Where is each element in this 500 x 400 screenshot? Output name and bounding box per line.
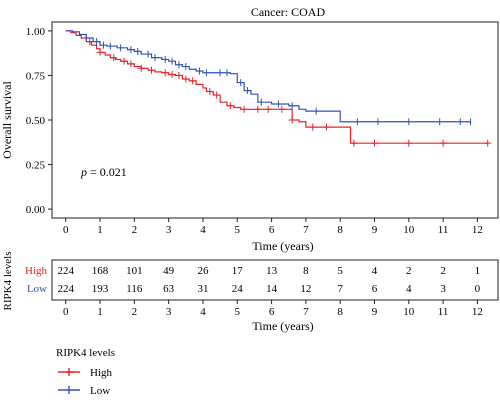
risk-cell-low-10: 4 [406,283,412,295]
risk-x-tick-label-6: 6 [269,306,275,318]
x-tick-label-9: 9 [372,224,378,236]
p-value-label: p [80,165,87,179]
risk-x-axis-label: Time (years) [252,319,313,333]
km-curve-high [65,30,488,144]
risk-cell-low-7: 12 [300,283,311,295]
x-axis-label: Time (years) [252,239,313,253]
risk-x-tick-label-5: 5 [235,306,241,318]
risk-cell-low-6: 14 [266,283,278,295]
risk-cell-high-1: 168 [92,265,109,277]
risk-cell-low-12: 0 [475,283,481,295]
p-value-text: = 0.021 [87,165,127,179]
risk-x-tick-label-2: 2 [132,306,138,318]
risk-table-title: RIPK4 levels [2,252,14,311]
risk-x-tick-label-12: 12 [472,306,483,318]
series-layer [65,30,492,147]
x-tick-label-11: 11 [438,224,449,236]
risk-cell-high-11: 2 [440,265,446,277]
risk-cell-low-3: 63 [163,283,175,295]
km-curve-low [65,30,471,123]
risk-cell-high-7: 8 [303,265,309,277]
x-tick-label-3: 3 [166,224,172,236]
risk-x-axis: 0 1 2 3 4 5 6 7 8 9 10 11 12 [63,300,483,318]
x-tick-label-8: 8 [337,224,343,236]
y-axis-label: Overall survival [0,81,14,159]
x-tick-label-1: 1 [97,224,103,236]
y-tick-label-1: 0.25 [26,160,46,172]
x-tick-label-0: 0 [63,224,69,236]
risk-table: RIPK4 levels High Low 224 168 101 49 26 17 13 8… [2,252,499,333]
risk-cell-high-2: 101 [126,265,143,277]
legend-item-high: High [58,367,113,379]
risk-cell-high-4: 26 [197,265,209,277]
risk-cell-low-1: 193 [92,283,109,295]
x-tick-label-2: 2 [132,224,138,236]
y-tick-label-2: 0.50 [26,115,46,127]
y-axis: 0.00 0.25 0.50 0.75 1.00 [26,26,52,216]
risk-cell-high-3: 49 [163,265,175,277]
risk-cell-low-8: 7 [337,283,343,295]
x-tick-label-10: 10 [403,224,415,236]
risk-row-label-low: Low [27,283,47,295]
risk-row-label-high: High [25,265,48,277]
x-tick-label-4: 4 [200,224,206,236]
risk-cell-low-4: 31 [197,283,208,295]
legend-title: RIPK4 levels [56,347,115,359]
risk-x-tick-label-11: 11 [438,306,449,318]
chart-title: Cancer: COAD [251,5,326,19]
risk-x-tick-label-8: 8 [337,306,343,318]
x-tick-label-12: 12 [472,224,483,236]
legend: RIPK4 levels High Low [56,347,115,397]
risk-x-tick-label-7: 7 [303,306,309,318]
risk-x-tick-label-9: 9 [372,306,378,318]
risk-cell-low-11: 3 [440,283,446,295]
legend-label-low: Low [90,385,110,397]
y-tick-label-4: 1.00 [26,26,46,38]
risk-cell-low-2: 116 [126,283,143,295]
x-tick-label-7: 7 [303,224,309,236]
x-tick-label-5: 5 [235,224,241,236]
risk-x-tick-label-3: 3 [166,306,172,318]
y-tick-label-3: 0.75 [26,70,46,82]
km-plot-panel: 0.000.250.500.751.00 0 1 2 3 4 5 6 7 8 9 10 11 12 Ov… [0,21,499,253]
legend-item-low: Low [58,385,110,397]
y-tick-label-0: 0.00 [26,204,46,216]
risk-cell-low-5: 24 [232,283,244,295]
risk-cell-high-8: 5 [337,265,343,277]
x-axis: 0 1 2 3 4 5 6 7 8 9 10 11 12 [63,218,483,236]
risk-cell-high-6: 13 [266,265,278,277]
risk-cell-high-9: 4 [372,265,378,277]
risk-x-tick-label-1: 1 [97,306,103,318]
risk-cell-high-5: 17 [232,265,244,277]
risk-cell-high-0: 224 [57,265,74,277]
plot-border [51,21,499,219]
risk-x-tick-label-10: 10 [403,306,415,318]
legend-label-high: High [90,367,113,379]
x-tick-label-6: 6 [269,224,275,236]
p-value-annotation: p = 0.021 [80,165,127,179]
risk-x-tick-label-4: 4 [200,306,206,318]
risk-cell-low-0: 224 [57,283,74,295]
risk-table-border [51,259,499,301]
risk-cell-high-12: 1 [475,265,481,277]
risk-cell-low-9: 6 [372,283,378,295]
risk-x-tick-label-0: 0 [63,306,69,318]
risk-cell-high-10: 2 [406,265,412,277]
